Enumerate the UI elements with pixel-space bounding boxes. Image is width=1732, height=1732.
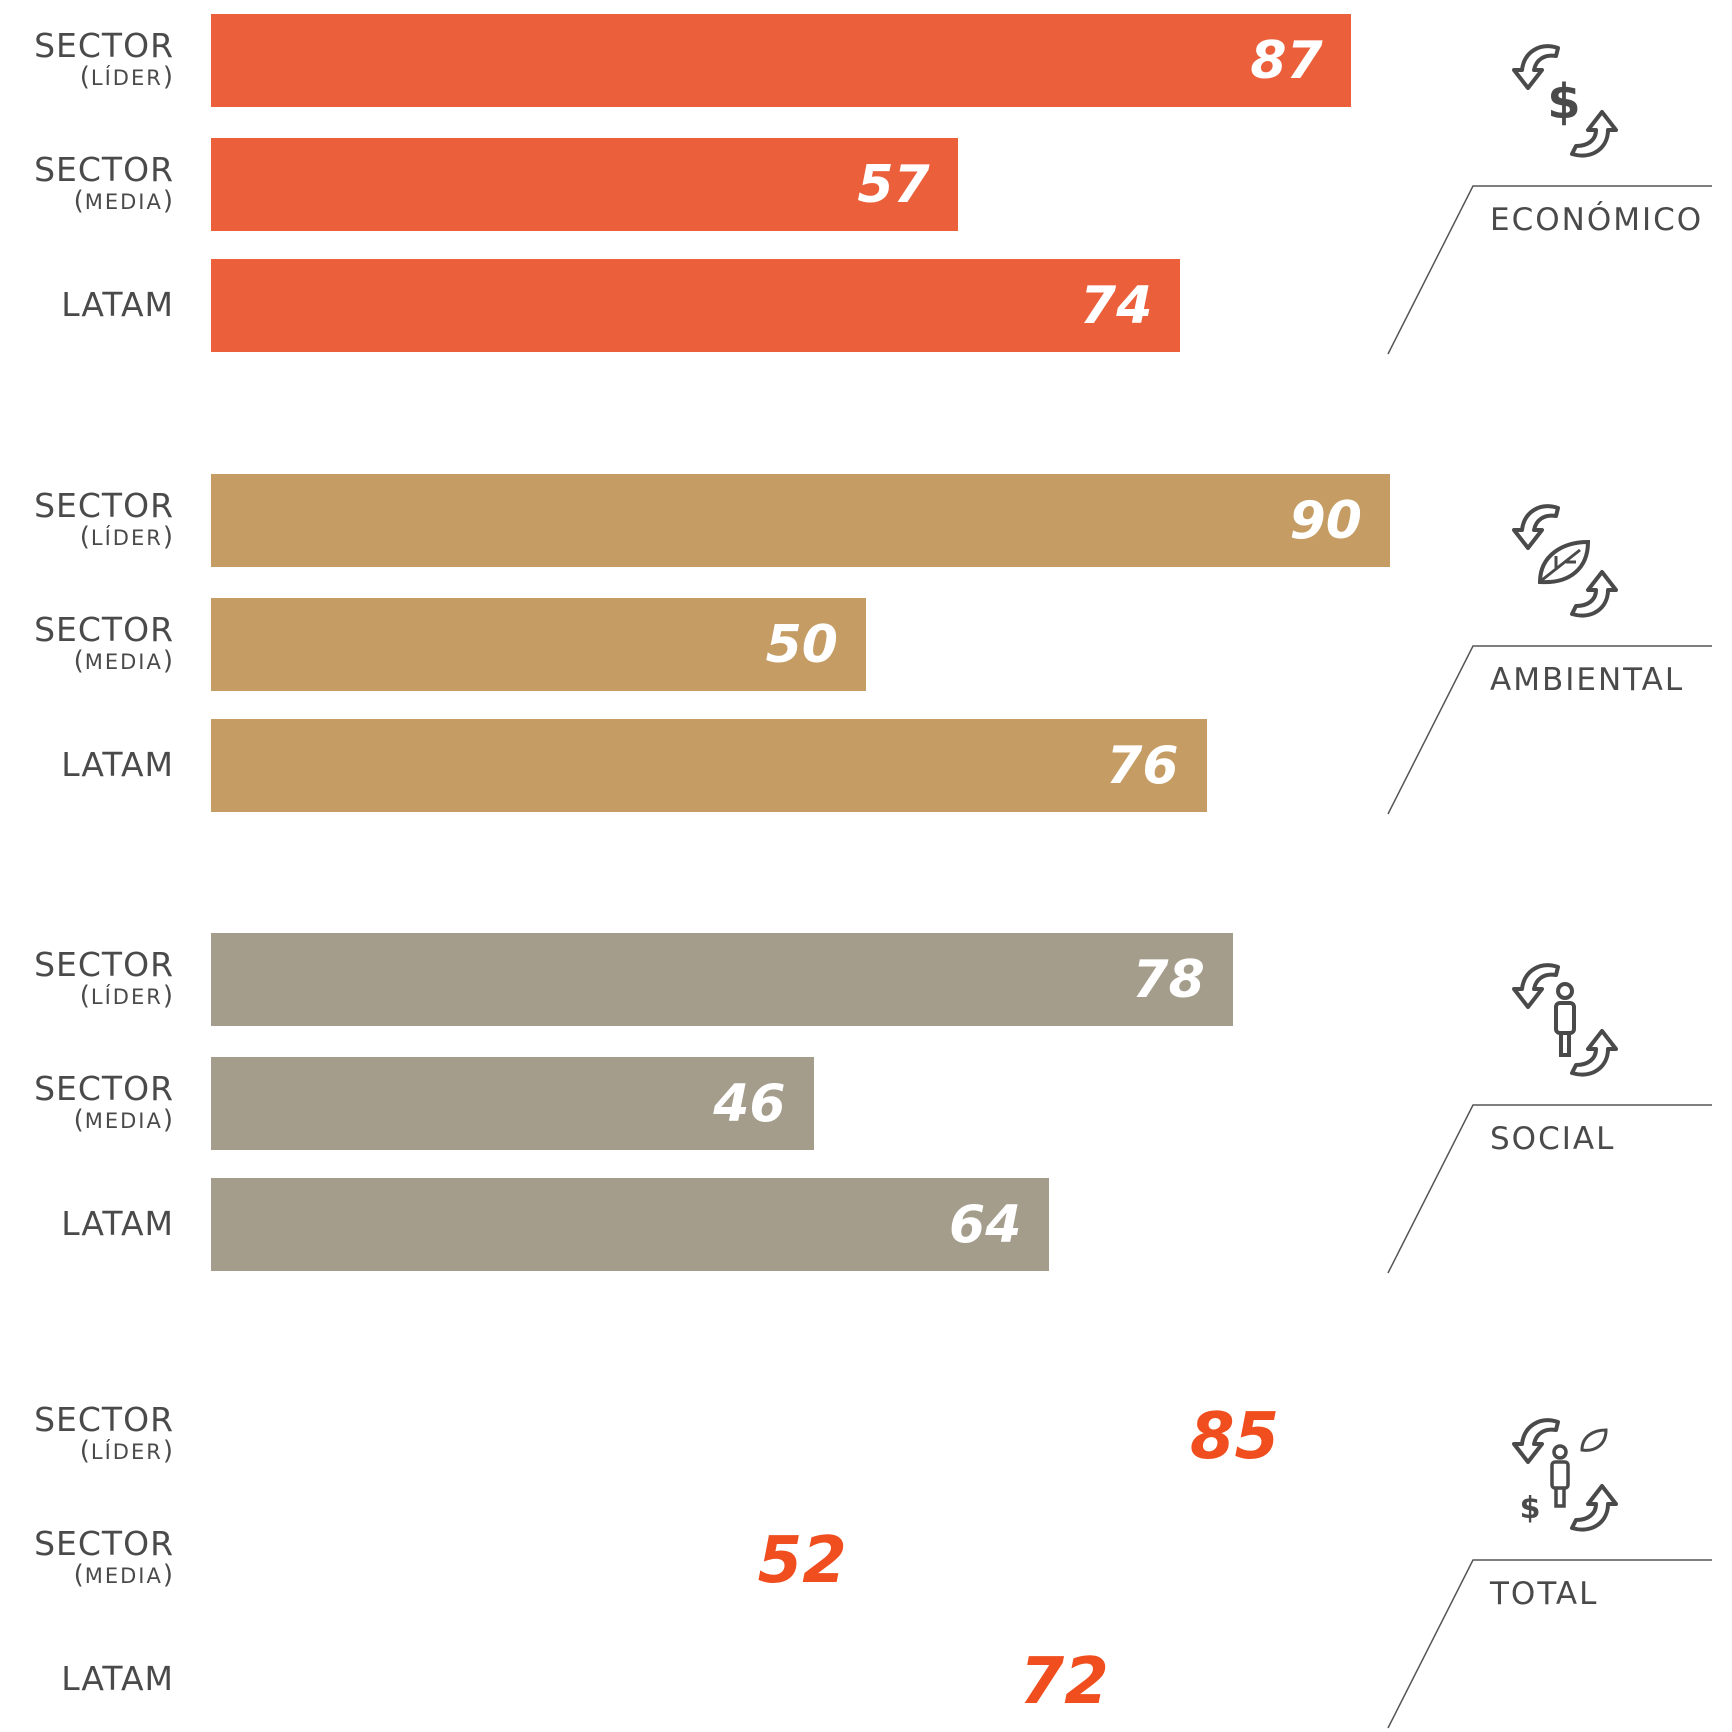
total-value-label: 72 (1019, 1644, 1109, 1719)
bar: 87 (211, 14, 1351, 107)
category-frame-line (1387, 185, 1712, 355)
row-label-main: SECTOR (34, 610, 174, 649)
row-label-main: SECTOR (34, 945, 174, 984)
row-label: LATAM (0, 1661, 174, 1697)
bar: 64 (211, 1178, 1050, 1271)
social-icon (1512, 963, 1618, 1077)
row-label-main: SECTOR (34, 1400, 174, 1439)
row-label-main: LATAM (61, 745, 174, 784)
bar-value-label: 46 (713, 1073, 786, 1134)
bar-value-label: 74 (1080, 275, 1153, 336)
total-icon: $ (1512, 1418, 1618, 1532)
row-label-main: LATAM (61, 1204, 174, 1243)
bar-value-label: 50 (765, 614, 838, 675)
bar: 76 (211, 719, 1207, 812)
row-label-main: SECTOR (34, 486, 174, 525)
row-label-main: LATAM (61, 285, 174, 324)
bar-value-label: 76 (1106, 735, 1179, 796)
category-label: ECONÓMICO (1490, 202, 1704, 238)
row-label-sub: (LÍDER) (79, 1436, 174, 1466)
bar-value-label: 78 (1132, 949, 1205, 1010)
row-label-sub: (MEDIA) (73, 1105, 174, 1135)
row-label: SECTOR (LÍDER) (0, 488, 174, 551)
svg-text:$: $ (1547, 74, 1580, 130)
bar: 57 (211, 138, 958, 231)
category-label: AMBIENTAL (1490, 662, 1685, 698)
bar: 74 (211, 259, 1181, 352)
row-label-main: SECTOR (34, 150, 174, 189)
row-label-main: SECTOR (34, 1069, 174, 1108)
bar: 50 (211, 598, 866, 691)
total-value-label: 85 (1189, 1399, 1280, 1474)
row-label-sub: (MEDIA) (73, 646, 174, 676)
bar-value-label: 64 (949, 1194, 1022, 1255)
bar: 78 (211, 933, 1233, 1026)
row-label: SECTOR (MEDIA) (0, 152, 174, 215)
row-label: SECTOR (LÍDER) (0, 947, 174, 1010)
row-label: LATAM (0, 1206, 174, 1242)
bar: 46 (211, 1057, 814, 1150)
row-label-main: SECTOR (34, 26, 174, 65)
category-frame-line (1387, 1559, 1712, 1729)
environmental-icon (1512, 504, 1618, 618)
row-label-main: LATAM (61, 1659, 174, 1698)
bar-value-label: 87 (1250, 30, 1323, 91)
row-label: SECTOR (LÍDER) (0, 28, 174, 91)
row-label: LATAM (0, 287, 174, 323)
bar-value-label: 90 (1289, 490, 1362, 551)
row-label-sub: (MEDIA) (73, 1560, 174, 1590)
row-label-sub: (LÍDER) (79, 522, 174, 552)
category-label: TOTAL (1490, 1576, 1599, 1612)
row-label-main: SECTOR (34, 1524, 174, 1563)
category-frame-line (1387, 645, 1712, 815)
row-label: SECTOR (MEDIA) (0, 1071, 174, 1134)
row-label: SECTOR (MEDIA) (0, 612, 174, 675)
category-frame-line (1387, 1104, 1712, 1274)
row-label: LATAM (0, 747, 174, 783)
row-label: SECTOR (MEDIA) (0, 1526, 174, 1589)
bar: 90 (211, 474, 1390, 567)
svg-text:$: $ (1520, 1491, 1541, 1526)
row-label: SECTOR (LÍDER) (0, 1402, 174, 1465)
bar-value-label: 57 (857, 154, 930, 215)
row-label-sub: (MEDIA) (73, 186, 174, 216)
row-label-sub: (LÍDER) (79, 981, 174, 1011)
row-label-sub: (LÍDER) (79, 62, 174, 92)
economic-icon: $ (1512, 44, 1618, 158)
category-label: SOCIAL (1490, 1121, 1616, 1157)
total-value-label: 52 (757, 1523, 847, 1598)
